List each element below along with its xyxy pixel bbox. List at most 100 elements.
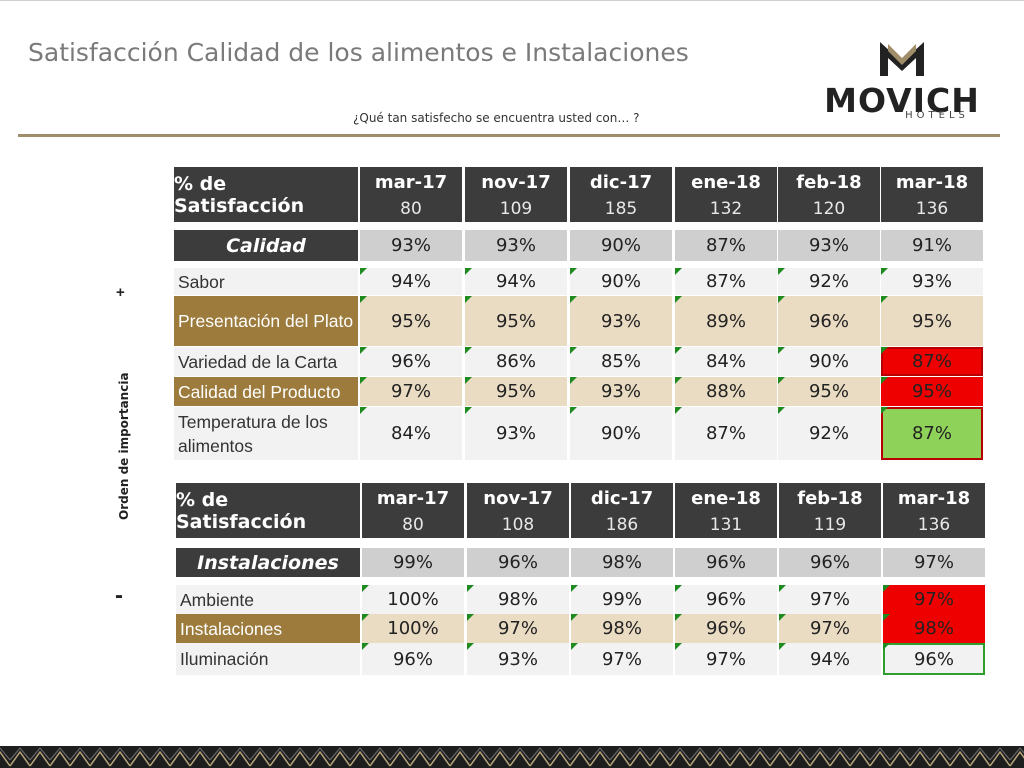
trend-flag-icon [362, 585, 369, 592]
trend-flag-icon [465, 296, 472, 303]
column-sample-size: 132 [709, 199, 743, 219]
trend-flag-icon [675, 347, 682, 354]
trend-flag-icon [360, 296, 367, 303]
category-value: 93% [360, 230, 462, 261]
row-label: Presentación del Plato [174, 296, 358, 346]
column-sample-size: 108 [501, 515, 535, 535]
trend-flag-icon [571, 643, 578, 650]
trend-flag-icon [465, 407, 472, 414]
trend-flag-icon [362, 643, 369, 650]
trend-flag-icon [881, 377, 888, 384]
category-value: 98% [571, 548, 673, 577]
trend-flag-icon [465, 377, 472, 384]
category-value: 93% [778, 230, 880, 261]
trend-flag-icon [675, 614, 682, 621]
category-value: 93% [465, 230, 567, 261]
column-header: mar-18 136 [883, 483, 985, 538]
row-value: 95% [881, 377, 983, 406]
logo-wordmark: MOVICH [824, 81, 980, 120]
row-value: 96% [362, 643, 464, 675]
row-value: 94% [779, 643, 881, 675]
category-value: 99% [362, 548, 464, 577]
trend-flag-icon [881, 407, 888, 414]
row-value: 92% [778, 268, 880, 295]
row-value: 93% [467, 643, 569, 675]
trend-flag-icon [778, 377, 785, 384]
column-period: ene-18 [691, 488, 761, 509]
row-value: 97% [779, 614, 881, 643]
trend-flag-icon [675, 585, 682, 592]
category-value: 91% [881, 230, 983, 261]
logo-subtext: HOTELS [905, 110, 969, 121]
column-header: nov-17 109 [465, 167, 567, 222]
category-value: 90% [570, 230, 672, 261]
trend-flag-icon [465, 268, 472, 275]
top-rule [0, 0, 1024, 1]
trend-flag-icon [779, 585, 786, 592]
row-value: 87% [881, 407, 983, 460]
column-sample-size: 120 [812, 199, 846, 219]
page-title: Satisfacción Calidad de los alimentos e … [28, 38, 689, 67]
trend-flag-icon [571, 614, 578, 621]
trend-flag-icon [778, 268, 785, 275]
column-header: ene-18 131 [675, 483, 777, 538]
column-period: feb-18 [797, 488, 863, 509]
row-label: Temperatura de los alimentos [174, 407, 358, 460]
trend-flag-icon [467, 614, 474, 621]
trend-flag-icon [881, 268, 888, 275]
column-sample-size: 136 [917, 515, 951, 535]
importance-minus: - [115, 582, 123, 609]
trend-flag-icon [883, 643, 890, 650]
row-value: 88% [675, 377, 777, 406]
row-value: 89% [675, 296, 777, 346]
row-value: 93% [881, 268, 983, 295]
trend-flag-icon [570, 296, 577, 303]
column-header: mar-17 80 [360, 167, 462, 222]
row-label: Calidad del Producto [174, 377, 358, 406]
row-label: Variedad de la Carta [174, 347, 358, 376]
gold-divider [18, 134, 1000, 137]
trend-flag-icon [570, 347, 577, 354]
category-value: 96% [675, 548, 777, 577]
table-header-label: % de Satisfacción [176, 483, 360, 538]
category-label: Calidad [174, 230, 358, 261]
trend-flag-icon [467, 643, 474, 650]
column-period: dic-17 [590, 488, 654, 509]
column-header: dic-17 186 [571, 483, 673, 538]
category-value: 87% [675, 230, 777, 261]
row-label: Instalaciones [176, 614, 360, 643]
category-value: 96% [467, 548, 569, 577]
survey-question: ¿Qué tan satisfecho se encuentra usted c… [353, 111, 640, 125]
column-period: nov-17 [481, 172, 551, 193]
row-value: 97% [779, 585, 881, 614]
row-value: 95% [778, 377, 880, 406]
movich-emblem-icon [880, 42, 924, 76]
column-period: ene-18 [691, 172, 761, 193]
row-value: 87% [881, 347, 983, 376]
trend-flag-icon [360, 268, 367, 275]
row-value: 96% [883, 643, 985, 675]
column-header: feb-18 120 [778, 167, 880, 222]
trend-flag-icon [467, 585, 474, 592]
column-sample-size: 186 [605, 515, 639, 535]
column-period: mar-17 [374, 172, 448, 193]
movich-logo: MOVICH HOTELS [816, 38, 988, 122]
trend-flag-icon [675, 268, 682, 275]
column-sample-size: 80 [400, 199, 422, 219]
trend-flag-icon [362, 614, 369, 621]
row-value: 84% [675, 347, 777, 376]
column-sample-size: 80 [402, 515, 424, 535]
column-sample-size: 131 [709, 515, 743, 535]
trend-flag-icon [779, 614, 786, 621]
importance-axis-label: Orden de importancia [117, 372, 131, 520]
importance-plus: + [116, 284, 125, 301]
row-value: 90% [570, 407, 672, 460]
row-value: 90% [778, 347, 880, 376]
row-value: 98% [883, 614, 985, 643]
trend-flag-icon [570, 407, 577, 414]
row-value: 93% [465, 407, 567, 460]
trend-flag-icon [881, 347, 888, 354]
row-value: 100% [362, 585, 464, 614]
column-period: dic-17 [589, 172, 653, 193]
row-value: 97% [360, 377, 462, 406]
